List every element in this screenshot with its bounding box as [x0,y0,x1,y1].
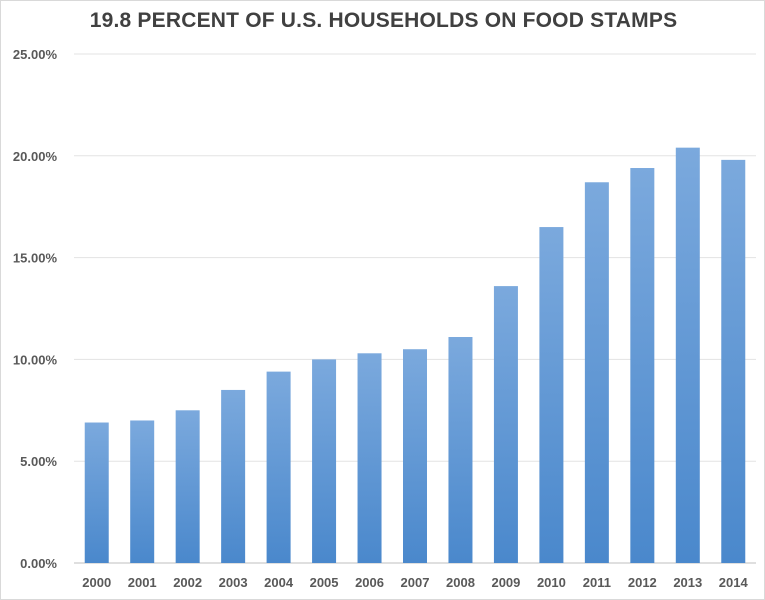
x-tick-label: 2010 [537,575,566,590]
y-tick-label: 25.00% [13,47,58,62]
y-tick-label: 5.00% [20,454,57,469]
y-tick-label: 10.00% [13,352,58,367]
bar-2004 [266,371,291,563]
x-tick-label: 2000 [82,575,111,590]
bar-2009 [493,286,518,563]
x-tick-label: 2002 [173,575,202,590]
x-tick-label: 2005 [310,575,339,590]
x-axis-ticks: 2000 2001 2002 2003 2004 2005 2006 2007 2008 2009… [82,575,748,590]
bar-2006 [357,353,382,563]
bar-2011 [584,182,609,563]
y-axis-ticks: 0.00% 5.00% 10.00% 15.00% 20.00% 25.00% [13,47,58,571]
x-tick-label: 2013 [673,575,702,590]
chart-title: 19.8 PERCENT OF U.S. HOUSEHOLDS ON FOOD … [89,9,678,32]
x-tick-label: 2003 [219,575,248,590]
x-tick-label: 2004 [264,575,294,590]
bar-2010 [539,227,564,563]
bar-2013 [675,147,700,563]
x-tick-label: 2009 [491,575,520,590]
y-tick-label: 0.00% [20,556,57,571]
bar-2007 [403,349,427,563]
bar-2001 [130,420,155,563]
x-tick-label: 2014 [719,575,749,590]
x-tick-label: 2006 [355,575,384,590]
bar-2008 [448,337,473,563]
bar-2002 [175,410,200,563]
bars [84,147,746,564]
x-tick-label: 2007 [401,575,430,590]
x-tick-label: 2001 [128,575,157,590]
y-tick-label: 15.00% [13,251,58,266]
bar-2012 [630,168,655,564]
bar-2000 [84,422,109,563]
x-tick-label: 2008 [446,575,475,590]
y-tick-label: 20.00% [13,149,58,164]
x-tick-label: 2011 [583,575,611,590]
bar-2014 [721,159,746,563]
bar-2005 [312,359,337,563]
x-tick-label: 2012 [628,575,657,590]
bar-2003 [221,389,246,563]
